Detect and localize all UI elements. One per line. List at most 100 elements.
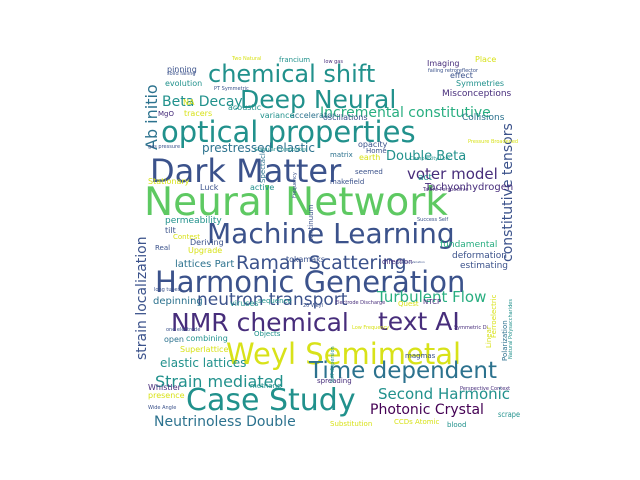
word-presence: presence	[148, 391, 185, 400]
word-depinning: depinning	[153, 296, 203, 307]
word-upgrade: Upgrade	[188, 246, 222, 255]
word-magmas: magmas	[405, 352, 436, 360]
word-text-ai: text AI	[378, 307, 460, 336]
word-tachyonhydrogen: Tachyonhydrogen	[424, 182, 513, 193]
word-evolution: evolution	[165, 79, 202, 88]
word-case-study: Case Study	[186, 383, 356, 418]
word-scrape: scrape	[498, 410, 520, 419]
word-pt-symmetric: PT Symmetric	[214, 86, 249, 92]
word-substitution: Substitution	[330, 420, 372, 428]
word-luck: Luck	[200, 183, 219, 192]
word-incremental-constitutive: Incremental constitutive	[320, 105, 491, 121]
word-deformation: deformation	[452, 251, 507, 261]
word-frequency: Frequency	[292, 172, 298, 198]
word-neural-network: Neural Network	[144, 180, 448, 225]
word-open: open	[164, 335, 184, 344]
word-one-electrode: one electrode	[166, 327, 200, 333]
word-low-frequency: Low Frequency	[352, 325, 389, 331]
word-na: NA	[183, 98, 195, 107]
word-tokamaks: tokamaks	[286, 255, 325, 264]
word-deriving: Deriving	[190, 238, 224, 247]
word-place: Place	[475, 55, 496, 64]
word-machine-learning: Machine Learning	[207, 217, 455, 250]
word-home: Home	[366, 147, 387, 155]
word-nmr-chemical: NMR chemical	[171, 308, 349, 337]
word-stationary: Stationary	[148, 177, 190, 186]
word-pinning: pinning	[167, 65, 197, 74]
word-linear: Linear	[485, 326, 493, 348]
word-methane: methane	[250, 382, 281, 390]
word-acoustic: acoustic	[228, 103, 261, 112]
word-weyl-semimetal: Weyl Semimetal	[226, 337, 461, 371]
word-beta-decay: Beta Decay	[162, 94, 243, 110]
word-francium: francium	[279, 56, 310, 64]
word-perspective-context: Perspective Context	[460, 386, 510, 392]
word-elastic-lattices: elastic lattices	[160, 356, 246, 370]
word-seasonal-variation: Seasonal Variation	[397, 260, 425, 264]
word-neutrinoless-double: Neutrinoless Double	[154, 414, 296, 430]
word-matrix: matrix	[330, 151, 353, 159]
word-accelerator: accelerator	[290, 111, 336, 120]
word-contest: Contest	[173, 233, 200, 241]
word-solid-falling: solid falling	[167, 71, 196, 77]
word-dark-matter: Dark Matter	[150, 152, 342, 190]
word-failing-retroreflector: failing retroreflector	[428, 68, 479, 74]
word-gas-pressure: gas pressure	[148, 144, 180, 150]
word-quest: Quest	[398, 300, 419, 308]
word-spectacle: Spectacle	[259, 149, 267, 183]
word-whistler: Whistler	[148, 383, 182, 392]
word-effect: effect	[450, 71, 473, 80]
word-combining: combining	[186, 334, 228, 343]
word-symmetric-di: Symmetric Di	[454, 325, 488, 331]
word-ntcp: NTCP	[423, 298, 441, 306]
word-mgo: MgO	[158, 110, 174, 118]
word-turbulent-flow: Turbulent Flow	[376, 288, 486, 306]
word-imaging: Imaging	[427, 59, 460, 68]
word-electrode-discharge: Electrode Discharge	[335, 300, 385, 306]
word-chemical-shift: chemical shift	[208, 60, 375, 88]
word-collisions: Collisions	[462, 113, 505, 123]
word-makefield: makefield	[330, 178, 364, 186]
word-spreading: spreading	[317, 377, 352, 385]
word-constitutive-tensors: constitutive tensors	[500, 123, 516, 262]
word-second-harmonic: Second Harmonic	[378, 385, 510, 403]
word-viruses: viruses	[230, 299, 259, 308]
word-20-weyl: 20 Weyl	[303, 303, 323, 309]
word-time-dependent: Time dependent	[308, 358, 497, 384]
word-optical-properties: optical properties	[161, 115, 416, 149]
word-talent-perspective: Talent Perspective	[422, 187, 468, 193]
word-real: Real	[155, 244, 170, 252]
word-granular-composites: Granular Composites	[254, 147, 307, 153]
word-pressure-broadened: Pressure Broadened	[468, 139, 518, 145]
word-seemed: seemed	[355, 168, 383, 176]
word-prestressed-elastic: prestressed elastic	[202, 141, 315, 155]
word-natural-polysaccharides: Natural Polysaccharides	[508, 299, 514, 359]
word-photonic-crystal: Photonic Crystal	[370, 402, 484, 418]
word-strain-localization: strain localization	[134, 236, 150, 360]
word-wide-angle: Wide Angle	[148, 405, 176, 411]
word-success-self: Success Self	[417, 217, 448, 223]
word-continuum: continuum	[307, 204, 315, 242]
word-low-gas: low gas	[324, 59, 343, 65]
word-direction: direction	[382, 258, 413, 266]
word-long-tubes: long tubes	[154, 287, 181, 293]
word-ferroelectric: Ferroelectric	[490, 294, 498, 338]
word-symmetries: Symmetries	[456, 79, 504, 88]
word-tracers: tracers	[184, 109, 212, 118]
word-misconceptions: Misconceptions	[442, 89, 512, 99]
word-tilt: tilt	[165, 226, 176, 235]
word-variance: variance	[260, 111, 295, 120]
word-voter-model: voter model	[407, 165, 498, 183]
word-strain-mediated: Strain mediated	[155, 372, 284, 391]
word-deep-neural: Deep Neural	[240, 85, 396, 114]
word-superlattice: Superlattice	[180, 345, 228, 354]
word-two-natural: Two Natural	[231, 56, 261, 62]
word-polarization: Polarization	[501, 320, 509, 361]
word-active: active	[250, 183, 274, 192]
word-act: act	[418, 173, 432, 183]
word-estimating: estimating	[460, 261, 508, 271]
word-blood: blood	[447, 421, 466, 429]
word-raman-scattering: Raman Scattering	[236, 252, 407, 274]
word-complexity-low: Complexity Low	[410, 156, 450, 162]
